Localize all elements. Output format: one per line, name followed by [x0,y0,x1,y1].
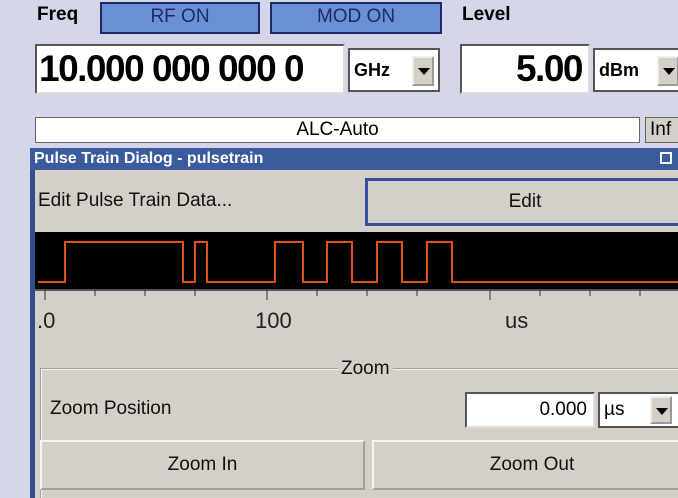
alc-status[interactable]: ALC-Auto [35,117,640,143]
zoom-unit[interactable]: µs [598,392,678,428]
edit-label: Edit Pulse Train Data... [38,190,233,211]
info-button[interactable]: Inf [645,117,678,143]
zoom-position-label: Zoom Position [50,398,172,419]
axis-ticks [44,290,641,300]
level-unit[interactable]: dBm [593,48,678,92]
zoom-group-title: Zoom [338,358,393,380]
freq-unit-text: GHz [354,60,390,80]
axis-label: .0 [37,308,55,333]
pulse-display: .0 100 us [35,232,678,333]
dropdown-arrow [650,396,672,424]
edit-button[interactable]: Edit [365,178,678,226]
freq-label: Freq [37,4,79,25]
axis-label: 100 [255,308,292,333]
zoom-unit-text: µs [604,399,625,420]
axis-unit: us [505,308,528,333]
level-label: Level [462,4,511,25]
dropdown-arrow [657,56,678,86]
level-value[interactable]: 5.00 [460,44,590,94]
level-unit-text: dBm [599,60,639,80]
freq-value[interactable]: 10.000 000 000 0 [35,44,345,94]
freq-unit[interactable]: GHz [348,48,440,92]
dropdown-arrow [412,56,434,86]
dialog-title: Pulse Train Dialog - pulsetrain [30,148,678,170]
zoom-out-button[interactable]: Zoom Out [372,440,678,490]
zoom-in-button[interactable]: Zoom In [40,440,365,490]
mod-button[interactable]: MOD ON [270,2,442,34]
zoom-position-value[interactable]: 0.000 [465,392,595,428]
rf-button[interactable]: RF ON [100,2,260,34]
pulse-waveform [38,241,678,283]
maximize-icon[interactable] [660,152,672,164]
